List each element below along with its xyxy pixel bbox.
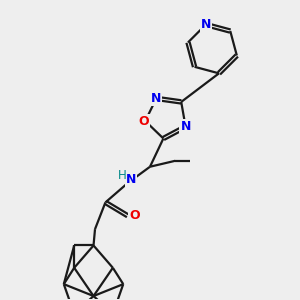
Text: O: O xyxy=(129,209,140,222)
Text: N: N xyxy=(151,92,161,105)
Text: N: N xyxy=(126,173,136,186)
Text: H: H xyxy=(117,169,126,182)
Text: N: N xyxy=(180,120,191,133)
Text: N: N xyxy=(201,18,211,31)
Text: O: O xyxy=(139,115,149,128)
